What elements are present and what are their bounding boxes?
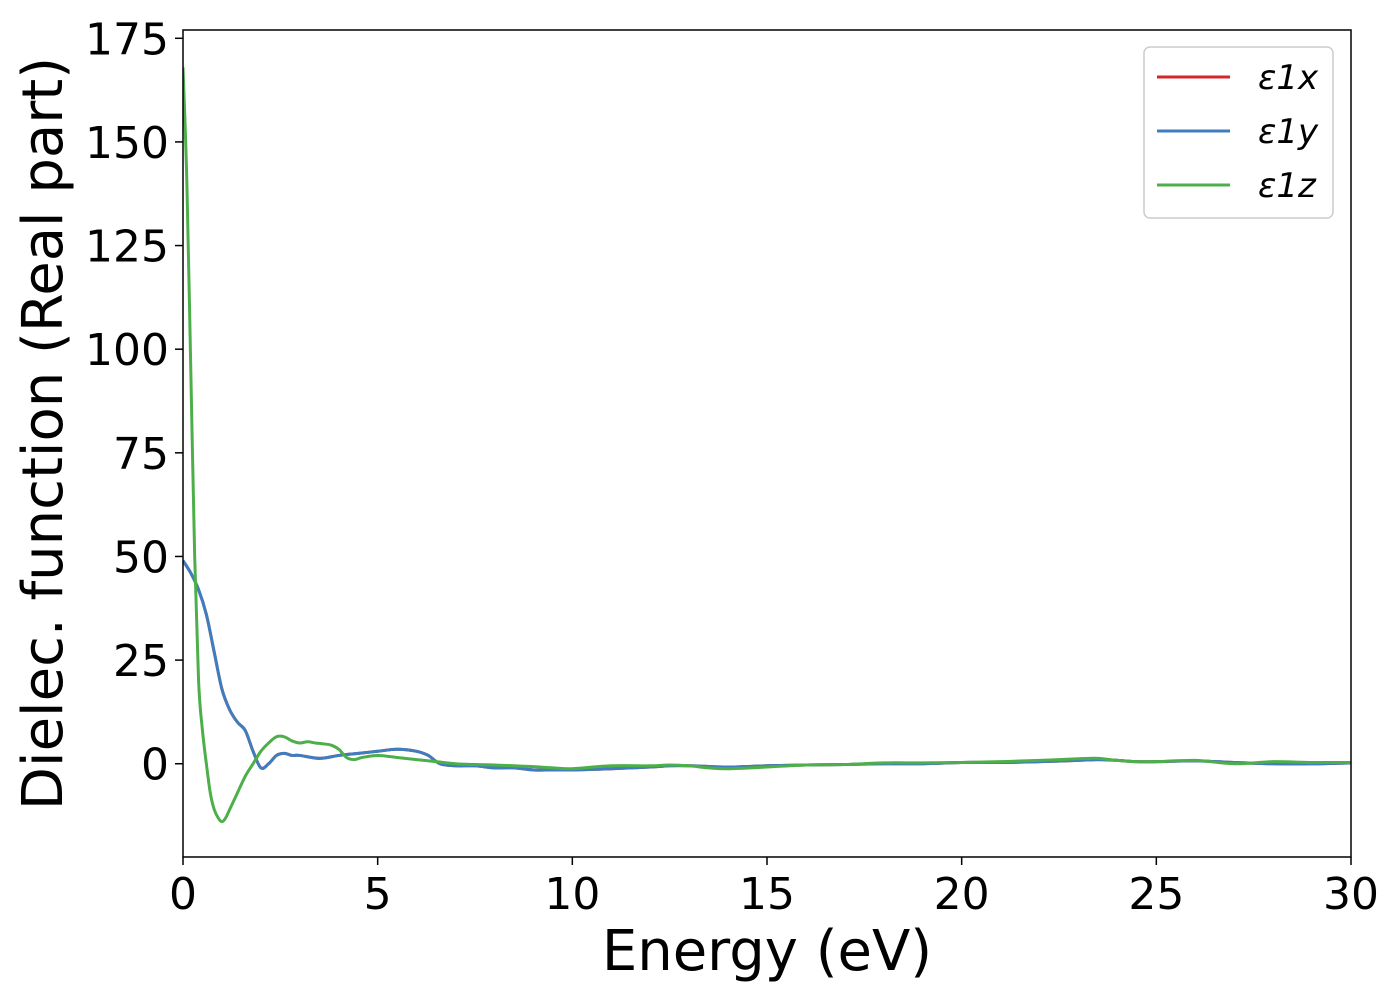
x-tick-label: 15 bbox=[739, 869, 795, 920]
y-tick-label: 100 bbox=[85, 325, 169, 376]
y-tick-label: 25 bbox=[113, 636, 169, 687]
x-tick-label: 25 bbox=[1128, 869, 1184, 920]
legend-box bbox=[1143, 46, 1334, 219]
legend-entry: ε1x bbox=[1258, 58, 1319, 98]
series-line-3 bbox=[183, 67, 1351, 824]
x-tick-label: 20 bbox=[934, 869, 990, 920]
x-tick-label: 30 bbox=[1323, 869, 1379, 920]
series-line-2 bbox=[183, 559, 1351, 772]
y-tick-label: 0 bbox=[141, 740, 169, 791]
legend-entry: ε1z bbox=[1258, 166, 1317, 206]
plot-lines bbox=[183, 67, 1351, 824]
y-tick-label: 50 bbox=[113, 532, 169, 583]
legend: ε1x ε1y ε1z bbox=[1143, 46, 1334, 219]
x-tick-label: 10 bbox=[544, 869, 600, 920]
y-tick-label: 75 bbox=[113, 429, 169, 480]
x-tick-label: 5 bbox=[364, 869, 392, 920]
y-tick-label: 175 bbox=[85, 14, 169, 65]
legend-entry: ε1y bbox=[1258, 112, 1319, 152]
y-tick-label: 150 bbox=[85, 118, 169, 169]
y-axis: 0 25 50 75 100 125 150 175 bbox=[85, 14, 183, 791]
x-axis-label: Energy (eV) bbox=[602, 919, 932, 984]
x-tick-label: 0 bbox=[169, 869, 197, 920]
y-axis-label: Dielec. function (Real part) bbox=[11, 57, 76, 810]
y-tick-label: 125 bbox=[85, 222, 169, 273]
x-axis: 0 5 10 15 20 25 30 bbox=[169, 857, 1379, 920]
